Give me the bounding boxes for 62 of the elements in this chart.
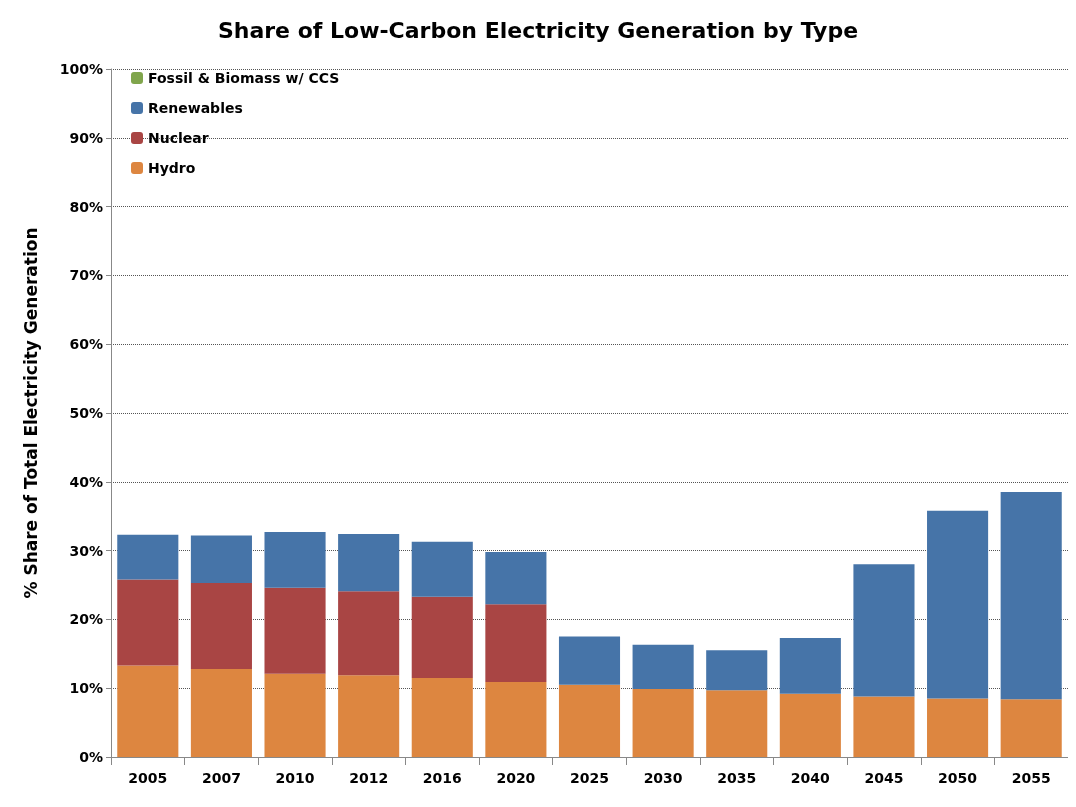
y-tick-label: 90% <box>69 129 103 146</box>
bar <box>927 698 989 757</box>
bar <box>411 541 473 597</box>
y-tick-label: 50% <box>69 405 103 421</box>
bar <box>853 564 915 697</box>
x-tick-label: 2050 <box>938 770 978 786</box>
bar <box>779 637 841 694</box>
bar <box>264 673 326 757</box>
y-tick-label: 40% <box>69 473 103 490</box>
x-tick-label: 2040 <box>790 770 831 786</box>
chart-title: Share of Low-Carbon Electricity Generation by Type <box>217 17 859 43</box>
bar <box>117 579 179 666</box>
bar <box>485 604 547 683</box>
bar <box>117 665 179 757</box>
bar <box>190 582 252 669</box>
bar <box>264 532 326 588</box>
x-tick-label: 2007 <box>201 770 241 786</box>
x-tick-label: 2010 <box>275 770 315 786</box>
bar <box>117 534 179 580</box>
bar <box>558 636 621 685</box>
bar <box>264 587 326 674</box>
y-tick-label: 80% <box>69 198 103 215</box>
y-tick-label: 20% <box>69 611 103 628</box>
y-tick-label: 60% <box>69 336 103 353</box>
bar <box>485 682 547 757</box>
y-tick-label: 30% <box>69 542 103 559</box>
bar <box>190 535 252 583</box>
bar <box>632 688 694 757</box>
bar <box>706 650 768 691</box>
y-tick-label: 70% <box>69 267 103 284</box>
bar <box>1000 699 1062 757</box>
bar <box>927 510 989 699</box>
y-tick-label: 0% <box>79 749 103 765</box>
y-tick-label: 10% <box>69 680 103 697</box>
bar <box>853 696 915 757</box>
bar <box>338 534 400 592</box>
bar <box>338 591 400 676</box>
legend-label: Renewables <box>148 100 243 116</box>
bar <box>558 684 621 757</box>
x-tick-label: 2055 <box>1011 770 1051 786</box>
x-tick-label: 2045 <box>864 770 904 786</box>
x-tick-label: 2016 <box>422 770 462 786</box>
x-tick-label: 2025 <box>570 770 609 786</box>
x-tick-label: 2020 <box>496 770 536 786</box>
bar <box>338 675 400 757</box>
bar <box>190 668 252 757</box>
bar <box>411 677 473 757</box>
bar <box>779 693 841 757</box>
legend-label: Nuclear <box>148 130 209 146</box>
bar <box>706 690 768 757</box>
x-tick-label: 2012 <box>349 770 389 786</box>
legend-label: Fossil & Biomass w/ CCS <box>148 70 340 86</box>
bar <box>632 644 694 689</box>
y-axis-title: % Share of Total Electricity Generation <box>20 227 41 599</box>
legend-label: Hydro <box>148 160 196 176</box>
bar <box>1000 492 1062 700</box>
x-tick-label: 2030 <box>643 770 683 786</box>
x-tick-label: 2005 <box>128 770 168 786</box>
bar <box>411 596 473 678</box>
bar <box>485 551 547 605</box>
y-tick-label: 100% <box>59 61 103 77</box>
x-tick-label: 2035 <box>717 770 757 786</box>
